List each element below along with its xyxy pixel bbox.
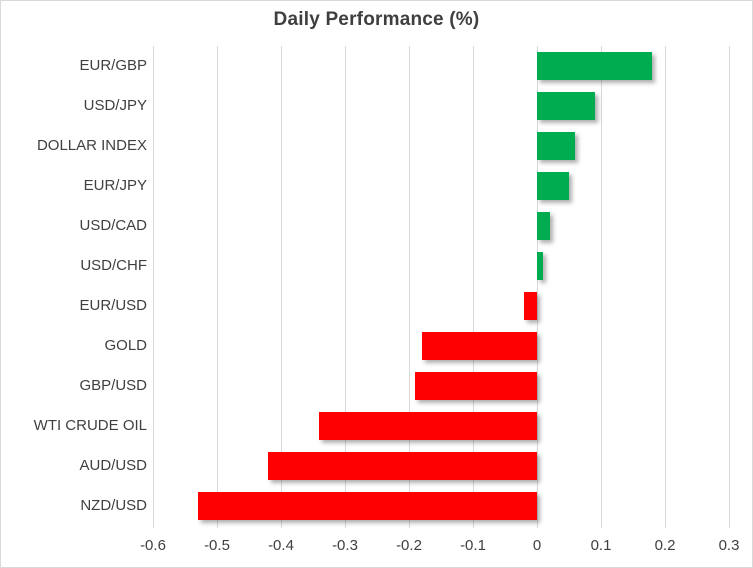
category-label-gold: GOLD (104, 337, 147, 354)
gridline--0_4 (281, 46, 282, 528)
x-tick-label--0_1: -0.1 (460, 537, 486, 554)
x-tick-label-0_2: 0.2 (654, 537, 676, 554)
gridline-0_2 (665, 46, 666, 528)
bar-usd-cad (537, 212, 550, 240)
bar-eur-usd (524, 292, 537, 320)
gridline--0_2 (409, 46, 410, 528)
bar-usd-jpy (537, 92, 595, 120)
gridline--0_3 (345, 46, 346, 528)
x-tick-label-0_1: 0.1 (590, 537, 612, 554)
x-tick-label-0_3: 0.3 (718, 537, 740, 554)
gridline--0_1 (473, 46, 474, 528)
bar-aud-usd (268, 452, 537, 480)
x-tick-label--0_4: -0.4 (268, 537, 294, 554)
category-label-eur-jpy: EUR/JPY (83, 177, 147, 194)
bar-eur-jpy (537, 172, 569, 200)
category-label-aud-usd: AUD/USD (79, 457, 147, 474)
bar-eur-gbp (537, 52, 652, 80)
gridline--0_5 (217, 46, 218, 528)
category-label-eur-gbp: EUR/GBP (79, 57, 147, 74)
category-label-dollar-index: DOLLAR INDEX (36, 137, 147, 154)
category-label-usd-jpy: USD/JPY (83, 97, 147, 114)
x-tick-label--0_2: -0.2 (396, 537, 422, 554)
bar-dollar-index (537, 132, 575, 160)
gridline--0_6 (153, 46, 154, 528)
gridline-0_3 (729, 46, 730, 528)
bar-nzd-usd (198, 492, 537, 520)
category-label-nzd-usd: NZD/USD (80, 497, 147, 514)
bar-gbp-usd (415, 372, 537, 400)
x-tick-label--0_6: -0.6 (140, 537, 166, 554)
gridline-0 (537, 46, 538, 528)
x-tick-label--0_5: -0.5 (204, 537, 230, 554)
bar-usd-chf (537, 252, 543, 280)
x-tick-label--0_3: -0.3 (332, 537, 358, 554)
category-label-wti-crude-oil: WTI CRUDE OIL (33, 417, 147, 434)
category-label-eur-usd: EUR/USD (79, 297, 147, 314)
bar-wti-crude-oil (319, 412, 537, 440)
chart-title: Daily Performance (%) (273, 9, 480, 30)
category-label-gbp-usd: GBP/USD (79, 377, 147, 394)
gridline-0_1 (601, 46, 602, 528)
category-label-usd-chf: USD/CHF (80, 257, 147, 274)
x-tick-label-0: 0 (532, 537, 542, 554)
bar-gold (422, 332, 537, 360)
category-label-usd-cad: USD/CAD (79, 217, 147, 234)
